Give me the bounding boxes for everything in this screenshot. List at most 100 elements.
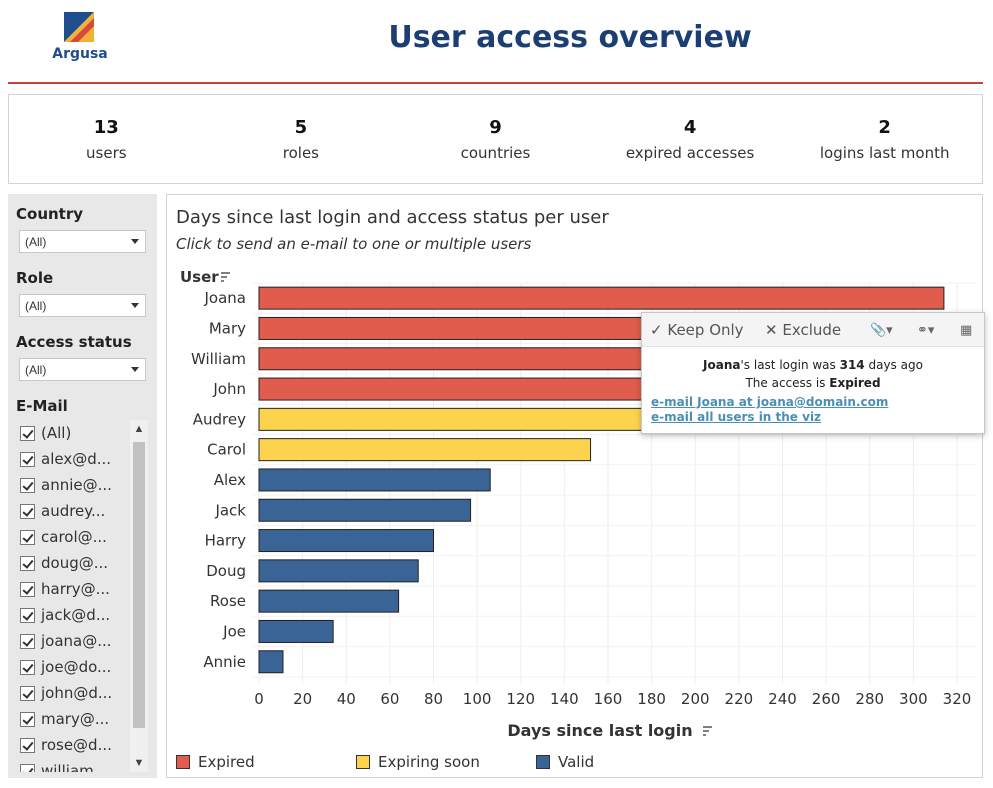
keep-only-label: Keep Only bbox=[667, 321, 744, 339]
x-tick-label: 200 bbox=[681, 690, 710, 708]
email-checkbox-item[interactable]: william... bbox=[20, 758, 132, 772]
exclude-button[interactable]: ✕ Exclude bbox=[765, 321, 841, 339]
email-checkbox-label: annie@... bbox=[41, 476, 112, 494]
checkbox-checked-icon[interactable] bbox=[20, 555, 35, 571]
legend-swatch bbox=[176, 755, 190, 769]
checkbox-checked-icon[interactable] bbox=[20, 685, 35, 701]
kpi-value: 2 bbox=[878, 117, 891, 138]
scroll-down-icon[interactable]: ▼ bbox=[133, 757, 145, 769]
checkbox-checked-icon[interactable] bbox=[20, 451, 35, 467]
checkbox-checked-icon[interactable] bbox=[20, 659, 35, 675]
checkbox-checked-icon[interactable] bbox=[20, 503, 35, 519]
x-tick-label: 100 bbox=[463, 690, 492, 708]
category-label: Annie bbox=[203, 653, 246, 671]
view-data-icon[interactable]: ▦ bbox=[960, 322, 973, 337]
x-tick-label: 280 bbox=[855, 690, 884, 708]
access-status-dropdown[interactable]: (All) bbox=[19, 358, 146, 381]
bar-tooltip: ✓ Keep Only ✕ Exclude 📎▾ ⚭▾ ▦ Joana's la… bbox=[641, 312, 985, 434]
category-label: Alex bbox=[214, 471, 246, 489]
checkbox-checked-icon[interactable] bbox=[20, 763, 35, 772]
keep-only-button[interactable]: ✓ Keep Only bbox=[650, 321, 744, 339]
group-members-icon[interactable]: 📎▾ bbox=[870, 322, 893, 337]
legend-expiring-soon[interactable]: Expiring soon bbox=[356, 753, 480, 771]
role-filter-title: Role bbox=[16, 269, 54, 287]
email-checkbox-item[interactable]: alex@d... bbox=[20, 446, 132, 472]
bar-joe[interactable] bbox=[258, 619, 334, 643]
email-checkbox-item[interactable]: audrey... bbox=[20, 498, 132, 524]
chart-title: Days since last login and access status … bbox=[176, 207, 609, 228]
bar-doug[interactable] bbox=[258, 559, 419, 583]
role-dropdown-value: (All) bbox=[25, 299, 47, 313]
checkbox-checked-icon[interactable] bbox=[20, 477, 35, 493]
chevron-down-icon bbox=[131, 239, 139, 244]
checkbox-checked-icon[interactable] bbox=[20, 425, 35, 441]
kpi-strip: 13 users 5 roles 9 countries 4 expired a… bbox=[8, 94, 983, 184]
category-label: Doug bbox=[206, 562, 246, 580]
checkbox-checked-icon[interactable] bbox=[20, 737, 35, 753]
email-checkbox-item[interactable]: doug@... bbox=[20, 550, 132, 576]
email-checkbox-item[interactable]: joe@do... bbox=[20, 654, 132, 680]
email-filter-title: E-Mail bbox=[16, 397, 68, 415]
checkbox-checked-icon[interactable] bbox=[20, 581, 35, 597]
bar-carol[interactable] bbox=[258, 438, 592, 462]
create-set-icon[interactable]: ⚭▾ bbox=[917, 322, 935, 337]
tooltip-text: The access is bbox=[745, 376, 830, 390]
chart-subtitle: Click to send an e-mail to one or multip… bbox=[176, 235, 532, 253]
category-label: Joe bbox=[222, 622, 246, 640]
email-all-users-link[interactable]: e-mail all users in the viz bbox=[651, 410, 822, 424]
email-checkbox-item[interactable]: rose@d... bbox=[20, 732, 132, 758]
x-tick-label: 80 bbox=[424, 690, 443, 708]
email-checkbox-item[interactable]: harry@... bbox=[20, 576, 132, 602]
tooltip-access-status: The access is Expired bbox=[642, 376, 984, 390]
checkbox-checked-icon[interactable] bbox=[20, 633, 35, 649]
email-checkbox-item[interactable]: jack@d... bbox=[20, 602, 132, 628]
category-label: Mary bbox=[209, 319, 246, 337]
bar-jack[interactable] bbox=[258, 498, 472, 522]
checkbox-checked-icon[interactable] bbox=[20, 607, 35, 623]
tooltip-user-name: Joana bbox=[703, 358, 741, 372]
bar-rose[interactable] bbox=[258, 589, 400, 613]
role-dropdown[interactable]: (All) bbox=[19, 294, 146, 317]
checkbox-checked-icon[interactable] bbox=[20, 529, 35, 545]
kpi-expired-accesses: 4 expired accesses bbox=[593, 95, 788, 183]
tooltip-days: 314 bbox=[839, 358, 865, 372]
tooltip-text: days ago bbox=[864, 358, 923, 372]
email-checkbox-label: john@d... bbox=[41, 684, 113, 702]
email-checkbox-item[interactable]: mary@... bbox=[20, 706, 132, 732]
country-dropdown-value: (All) bbox=[25, 235, 47, 249]
bar-chart: User Joana Mary William John Audrey Carol Alex J… bbox=[180, 268, 977, 740]
email-checkbox-item[interactable]: john@d... bbox=[20, 680, 132, 706]
email-checkbox-label: jack@d... bbox=[41, 606, 111, 624]
x-tick-label: 240 bbox=[768, 690, 797, 708]
sort-icon bbox=[221, 272, 230, 282]
email-checkbox-item[interactable]: carol@... bbox=[20, 524, 132, 550]
chevron-down-icon bbox=[131, 367, 139, 372]
tooltip-text: 's last login was bbox=[740, 358, 840, 372]
scroll-up-icon[interactable]: ▲ bbox=[133, 423, 145, 435]
x-tick-label: 300 bbox=[899, 690, 928, 708]
email-checkbox-item[interactable]: annie@... bbox=[20, 472, 132, 498]
argusa-logo: Argusa bbox=[40, 12, 120, 67]
x-tick-label: 60 bbox=[380, 690, 399, 708]
bar-annie[interactable] bbox=[258, 650, 284, 674]
email-user-link[interactable]: e-mail Joana at joana@domain.com bbox=[651, 395, 889, 409]
legend-swatch bbox=[536, 755, 550, 769]
checkbox-checked-icon[interactable] bbox=[20, 711, 35, 727]
bar-audrey[interactable] bbox=[258, 407, 644, 431]
bar-harry[interactable] bbox=[258, 529, 434, 553]
email-checkbox-item[interactable]: (All) bbox=[20, 420, 132, 446]
x-tick-label: 180 bbox=[637, 690, 666, 708]
email-checkbox-item[interactable]: joana@... bbox=[20, 628, 132, 654]
bar-joana[interactable] bbox=[258, 286, 945, 310]
bar-alex[interactable] bbox=[258, 468, 491, 492]
scroll-thumb[interactable] bbox=[133, 442, 145, 728]
legend-valid[interactable]: Valid bbox=[536, 753, 594, 771]
legend-expired[interactable]: Expired bbox=[176, 753, 255, 771]
email-checkbox-label: mary@... bbox=[41, 710, 110, 728]
category-label: Jack bbox=[214, 501, 246, 519]
email-checkbox-label: carol@... bbox=[41, 528, 107, 546]
tooltip-status: Expired bbox=[829, 376, 881, 390]
country-dropdown[interactable]: (All) bbox=[19, 230, 146, 253]
x-tick-label: 160 bbox=[594, 690, 623, 708]
email-list-scrollbar[interactable]: ▲ ▼ bbox=[130, 420, 148, 772]
